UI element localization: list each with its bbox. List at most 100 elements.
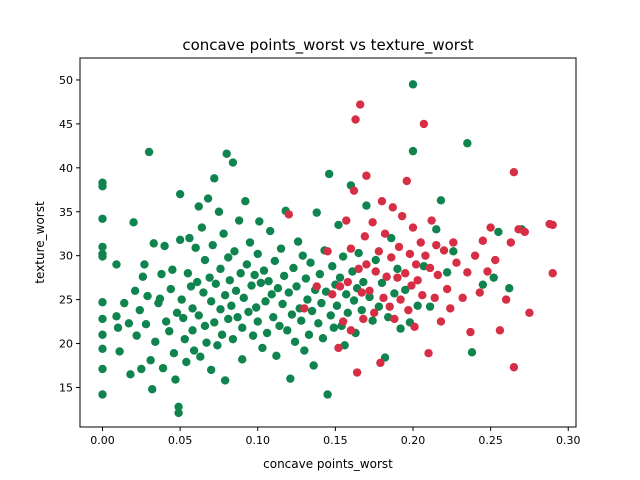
scatter-point: [362, 201, 371, 210]
scatter-point: [371, 267, 380, 276]
scatter-point: [186, 282, 196, 291]
scatter-point: [463, 268, 472, 277]
scatter-point: [115, 347, 124, 356]
scatter-point: [258, 343, 267, 353]
scatter-point: [241, 197, 250, 206]
scatter-point: [169, 349, 179, 358]
scatter-point: [379, 293, 388, 303]
scatter-point: [486, 223, 495, 232]
scatter-point: [442, 284, 452, 294]
scatter-point: [394, 242, 404, 252]
y-axis-label: texture_worst: [33, 201, 47, 284]
scatter-point: [98, 364, 107, 374]
scatter-point: [129, 218, 138, 227]
scatter-point: [419, 119, 429, 129]
scatter-point: [449, 238, 458, 247]
scatter-point: [188, 326, 197, 335]
scatter-point: [458, 293, 467, 303]
scatter-point: [196, 352, 205, 361]
scatter-point: [418, 291, 427, 300]
scatter-point: [408, 223, 418, 232]
scatter-point: [140, 260, 149, 269]
scatter-point: [286, 374, 295, 383]
scatter-point: [388, 203, 398, 212]
points-layer: [98, 80, 557, 418]
scatter-point: [405, 249, 415, 259]
scatter-point: [203, 194, 213, 203]
scatter-point: [323, 390, 332, 399]
scatter-point: [151, 337, 160, 346]
y-tick-label: 45: [59, 118, 73, 131]
scatter-point: [206, 297, 216, 306]
scatter-point: [199, 288, 208, 297]
scatter-point: [147, 385, 157, 394]
scatter-point: [253, 249, 262, 259]
y-tick-label: 20: [59, 338, 73, 351]
scatter-point: [168, 265, 177, 274]
scatter-point: [248, 331, 258, 340]
scatter-point: [98, 298, 107, 307]
scatter-point: [222, 149, 231, 158]
scatter-point: [328, 290, 337, 299]
scatter-point: [377, 197, 387, 206]
scatter-point: [287, 310, 297, 319]
scatter-point: [149, 239, 158, 248]
scatter-point: [329, 323, 339, 332]
scatter-point: [98, 214, 107, 223]
scatter-point: [197, 223, 207, 232]
scatter-point: [342, 216, 351, 225]
scatter-point: [175, 189, 185, 199]
scatter-point: [387, 233, 396, 243]
scatter-point: [228, 158, 238, 167]
scatter-point: [343, 308, 352, 317]
scatter-point: [284, 288, 293, 297]
scatter-point: [307, 306, 317, 316]
scatter-point: [231, 286, 241, 296]
scatter-point: [489, 273, 498, 282]
scatter-point: [430, 293, 439, 303]
scatter-point: [98, 252, 107, 261]
scatter-point: [216, 264, 225, 274]
scatter-point: [390, 289, 399, 298]
scatter-point: [411, 260, 421, 269]
scatter-point: [217, 330, 227, 339]
scatter-point: [161, 317, 171, 326]
scatter-point: [98, 182, 107, 191]
scatter-point: [275, 321, 284, 331]
scatter-point: [242, 260, 252, 269]
chart-title: concave points_worst vs texture_worst: [182, 36, 473, 55]
scatter-point: [279, 271, 289, 281]
scatter-point: [377, 278, 387, 288]
scatter-point: [182, 357, 191, 367]
scatter-point: [396, 295, 405, 304]
x-axis-label: concave points_worst: [263, 457, 393, 471]
scatter-point: [371, 255, 380, 265]
scatter-point: [158, 363, 168, 373]
scatter-point: [393, 273, 402, 282]
scatter-point: [404, 305, 413, 315]
scatter-point: [413, 276, 422, 285]
scatter-point: [354, 264, 363, 274]
scatter-point: [188, 304, 197, 313]
scatter-point: [397, 211, 407, 221]
scatter-point: [224, 253, 233, 262]
scatter-point: [312, 282, 321, 291]
scatter-point: [262, 328, 272, 338]
scatter-point: [338, 252, 348, 261]
y-tick-label: 25: [59, 294, 73, 307]
scatter-point: [365, 292, 374, 302]
scatter-point: [264, 276, 273, 286]
scatter-point: [478, 280, 488, 289]
scatter-point: [273, 283, 283, 293]
scatter-point: [185, 233, 194, 243]
scatter-point: [206, 365, 216, 375]
scatter-point: [98, 314, 107, 324]
scatter-point: [120, 298, 129, 308]
scatter-point: [238, 355, 247, 364]
scatter-point: [442, 268, 452, 277]
scatter-point: [183, 269, 193, 278]
scatter-point: [228, 334, 238, 344]
scatter-point: [349, 296, 359, 305]
scatter-point: [354, 248, 363, 258]
scatter-point: [98, 242, 107, 252]
